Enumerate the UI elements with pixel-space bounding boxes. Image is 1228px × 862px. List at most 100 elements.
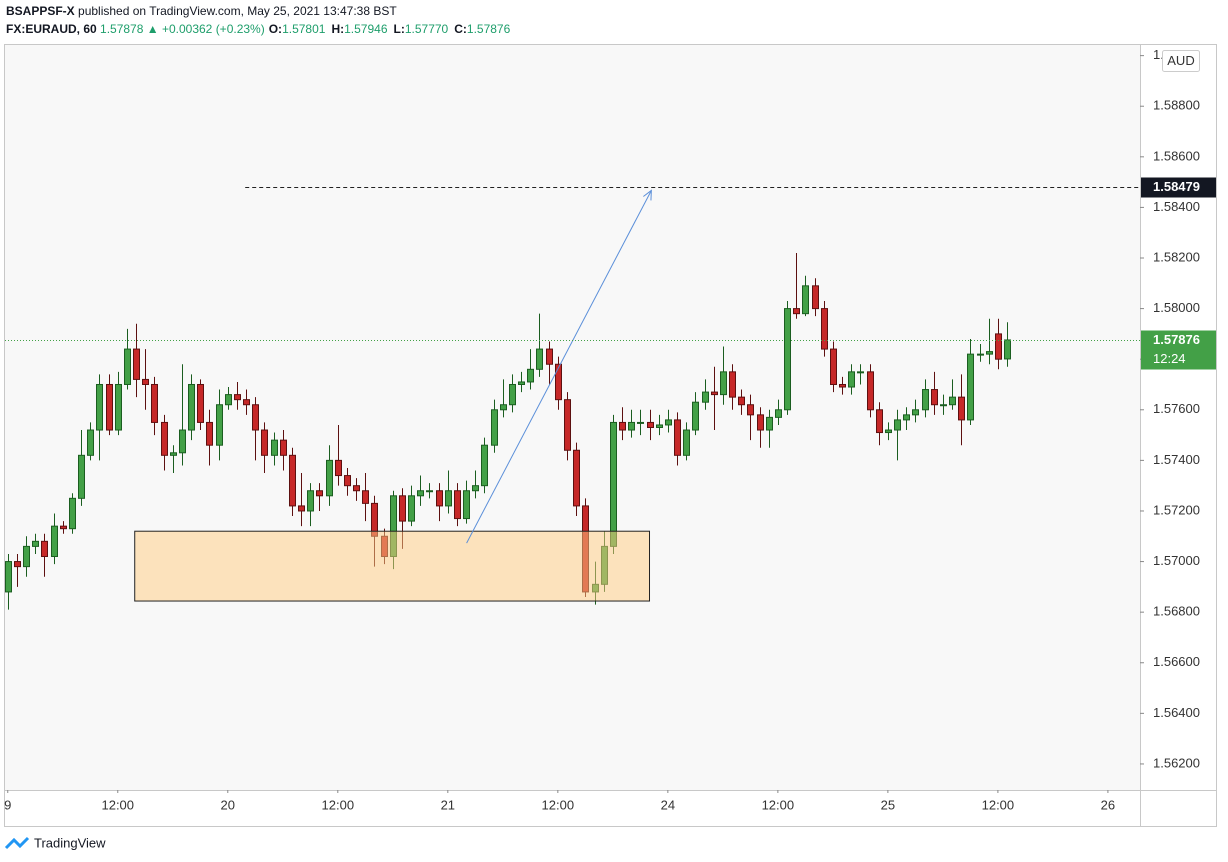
candle-body bbox=[665, 419, 672, 426]
symbol: FX:EURAUD, 60 bbox=[6, 22, 97, 36]
candle-body bbox=[967, 353, 974, 421]
last-price-box bbox=[1141, 330, 1216, 370]
x-tick-label: 24 bbox=[661, 797, 675, 812]
ohlc-label: C: bbox=[454, 22, 467, 36]
candle-body bbox=[867, 371, 874, 411]
candle-body bbox=[51, 525, 58, 558]
candle-body bbox=[344, 475, 351, 487]
candle-body bbox=[702, 391, 709, 403]
candle-body bbox=[903, 414, 910, 421]
ohlc-label: L: bbox=[394, 22, 405, 36]
candle-body bbox=[454, 490, 461, 520]
ohlc-value: 1.57946 bbox=[344, 22, 388, 36]
candle-body bbox=[335, 459, 342, 477]
candle-body bbox=[23, 545, 30, 568]
candle-body bbox=[848, 371, 855, 388]
y-tick-label: 1.57000 bbox=[1153, 553, 1200, 568]
candle-body bbox=[509, 383, 516, 406]
published: published on TradingView.com, May 25, 20… bbox=[78, 4, 397, 18]
candle-body bbox=[536, 348, 543, 370]
candle-body bbox=[161, 421, 168, 456]
y-tick-label: 1.57400 bbox=[1153, 452, 1200, 467]
candle-body bbox=[115, 383, 122, 431]
candle-body bbox=[142, 378, 149, 385]
candle-body bbox=[720, 371, 727, 396]
x-tick-label: 20 bbox=[221, 797, 235, 812]
candle-body bbox=[472, 485, 479, 492]
candle-body bbox=[546, 348, 553, 365]
candle-body bbox=[619, 421, 626, 431]
candle-body bbox=[32, 540, 39, 547]
plot bbox=[5, 187, 1140, 610]
x-tick-label: 9 bbox=[4, 797, 11, 812]
candle-body bbox=[555, 363, 562, 401]
candle-body bbox=[995, 333, 1002, 360]
candle-body bbox=[812, 285, 819, 310]
candle-body bbox=[775, 409, 782, 418]
x-tick-label: 12:00 bbox=[762, 797, 795, 812]
candle-body bbox=[610, 421, 617, 547]
candle-body bbox=[188, 383, 195, 431]
candle-body bbox=[216, 404, 223, 446]
candle-body bbox=[977, 353, 984, 356]
y-tick-label: 1.58200 bbox=[1153, 249, 1200, 264]
candle-body bbox=[958, 396, 965, 421]
currency-box bbox=[1162, 50, 1200, 72]
y-tick-label: 1.57600 bbox=[1153, 401, 1200, 416]
x-tick-label: 26 bbox=[1101, 797, 1115, 812]
candle-body bbox=[637, 421, 644, 424]
candle-body bbox=[912, 409, 919, 416]
candle-body bbox=[151, 383, 158, 423]
candle-body bbox=[307, 490, 314, 512]
y-tick-label: 1.56200 bbox=[1153, 755, 1200, 770]
candle-body bbox=[821, 308, 828, 350]
brand-logo bbox=[4, 836, 30, 850]
candle-body bbox=[894, 419, 901, 431]
ohlc: O:1.57801 H:1.57946 L:1.57770 C:1.57876 bbox=[269, 22, 511, 36]
candle-body bbox=[96, 383, 103, 431]
candle-body bbox=[14, 561, 21, 568]
candle-body bbox=[500, 404, 507, 411]
candle-body bbox=[738, 396, 745, 406]
up-arrow: ▲ bbox=[143, 22, 162, 36]
candle-body bbox=[78, 454, 85, 499]
candle-body bbox=[106, 383, 113, 431]
candle-body bbox=[647, 421, 654, 428]
currency: AUD bbox=[1167, 53, 1194, 68]
y-tick-label: 1.58400 bbox=[1153, 199, 1200, 214]
candle-body bbox=[170, 452, 177, 456]
candle-body bbox=[885, 429, 892, 434]
candle-body bbox=[289, 454, 296, 507]
candle-body bbox=[399, 495, 406, 522]
last-price: 1.57878 bbox=[100, 22, 144, 36]
candle-body bbox=[986, 351, 993, 355]
x-tick-label: 12:00 bbox=[322, 797, 355, 812]
candle-body bbox=[830, 348, 837, 385]
candle-body bbox=[857, 371, 864, 374]
arrow-head bbox=[643, 189, 652, 201]
candle-body bbox=[949, 396, 956, 406]
candle-body bbox=[839, 383, 846, 388]
candle-body bbox=[225, 394, 232, 406]
candle-body bbox=[298, 505, 305, 512]
x-tick-label: 21 bbox=[441, 797, 455, 812]
change: +0.00362 (+0.23%) bbox=[162, 22, 265, 36]
arrow bbox=[466, 190, 652, 544]
y-tick-label: 1.56600 bbox=[1153, 654, 1200, 669]
candle-body bbox=[573, 449, 580, 507]
candle-body bbox=[316, 490, 323, 497]
candle-body bbox=[656, 424, 663, 428]
y-tick-label: 1.56800 bbox=[1153, 604, 1200, 619]
ohlc-label: H: bbox=[331, 22, 344, 36]
last-price-label: 1.57876 bbox=[1153, 332, 1200, 347]
ohlc-value: 1.57801 bbox=[282, 22, 326, 36]
x-tick-label: 12:00 bbox=[982, 797, 1015, 812]
candle-body bbox=[252, 404, 259, 431]
candle-body bbox=[179, 429, 186, 454]
y-tick-label: 1.57200 bbox=[1153, 502, 1200, 517]
countdown: 12:24 bbox=[1153, 351, 1186, 366]
candle-body bbox=[60, 525, 67, 530]
candle-body bbox=[417, 490, 424, 497]
candle-body bbox=[243, 399, 250, 406]
